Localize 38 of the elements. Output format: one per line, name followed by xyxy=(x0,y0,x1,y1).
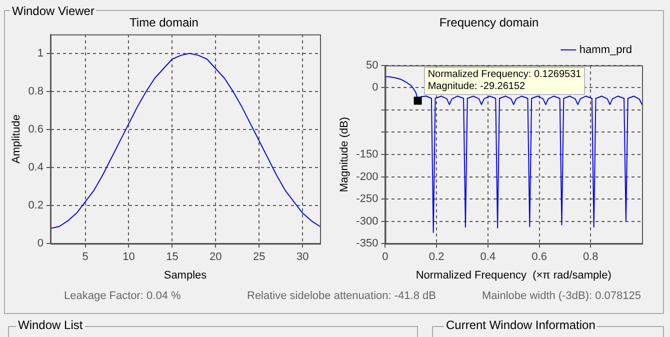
text: Leakage Factor: 0.04 % xyxy=(62,290,183,302)
y-tick-label: -200 xyxy=(356,170,378,183)
x-tick-label: 0.6 xyxy=(532,251,547,264)
y-tick-label: 0 xyxy=(37,238,44,250)
x-tick-label: 0.4 xyxy=(480,251,496,264)
x-axis-title: Samples xyxy=(164,269,208,282)
x-tick-label: 15 xyxy=(166,251,178,264)
x-tick-label: 0.2 xyxy=(428,251,444,264)
x-tick-label: 0.8 xyxy=(582,251,598,264)
chart-title: Frequency domain xyxy=(439,16,539,30)
text: Window List xyxy=(16,318,85,332)
y-tick-label: 1 xyxy=(37,47,44,60)
x-tick-label: 30 xyxy=(296,251,309,264)
y-tick-label: 0.4 xyxy=(28,162,44,174)
y-tick-label: 0.2 xyxy=(28,200,44,212)
x-axis-title: Normalized Frequency (×π rad/sample) xyxy=(416,269,612,282)
text: Relative sidelobe attenuation: -41.8 dB xyxy=(245,290,438,302)
y-tick-label: 0.6 xyxy=(28,124,44,136)
y-tick-label: 0 xyxy=(372,82,378,94)
text: Window Viewer xyxy=(10,4,96,18)
y-tick-label: -300 xyxy=(356,215,378,228)
x-tick-label: 0 xyxy=(382,251,388,264)
x-tick-label: 20 xyxy=(210,251,222,264)
y-tick-label: 0.8 xyxy=(28,85,44,98)
y-tick-label: -150 xyxy=(356,148,378,161)
text: Mainlobe width (-3dB): 0.078125 xyxy=(480,290,643,302)
x-tick-label: 25 xyxy=(253,251,266,264)
y-tick-label: -250 xyxy=(356,193,378,206)
y-axis-title: Amplitude xyxy=(10,114,23,164)
text: Current Window Information xyxy=(444,318,598,332)
x-tick-label: 10 xyxy=(122,251,135,264)
chart-title: Time domain xyxy=(130,16,198,30)
y-tick-label: 50 xyxy=(366,59,378,72)
x-tick-label: 5 xyxy=(82,251,88,264)
y-tick-label: -350 xyxy=(356,238,378,250)
annotation: Normalized Frequency: 0.1269531 Magnitude: -29.26152 xyxy=(424,67,586,96)
y-axis-title: Magnitude (dB) xyxy=(338,116,351,192)
legend-label: hamm_prd xyxy=(579,44,632,56)
